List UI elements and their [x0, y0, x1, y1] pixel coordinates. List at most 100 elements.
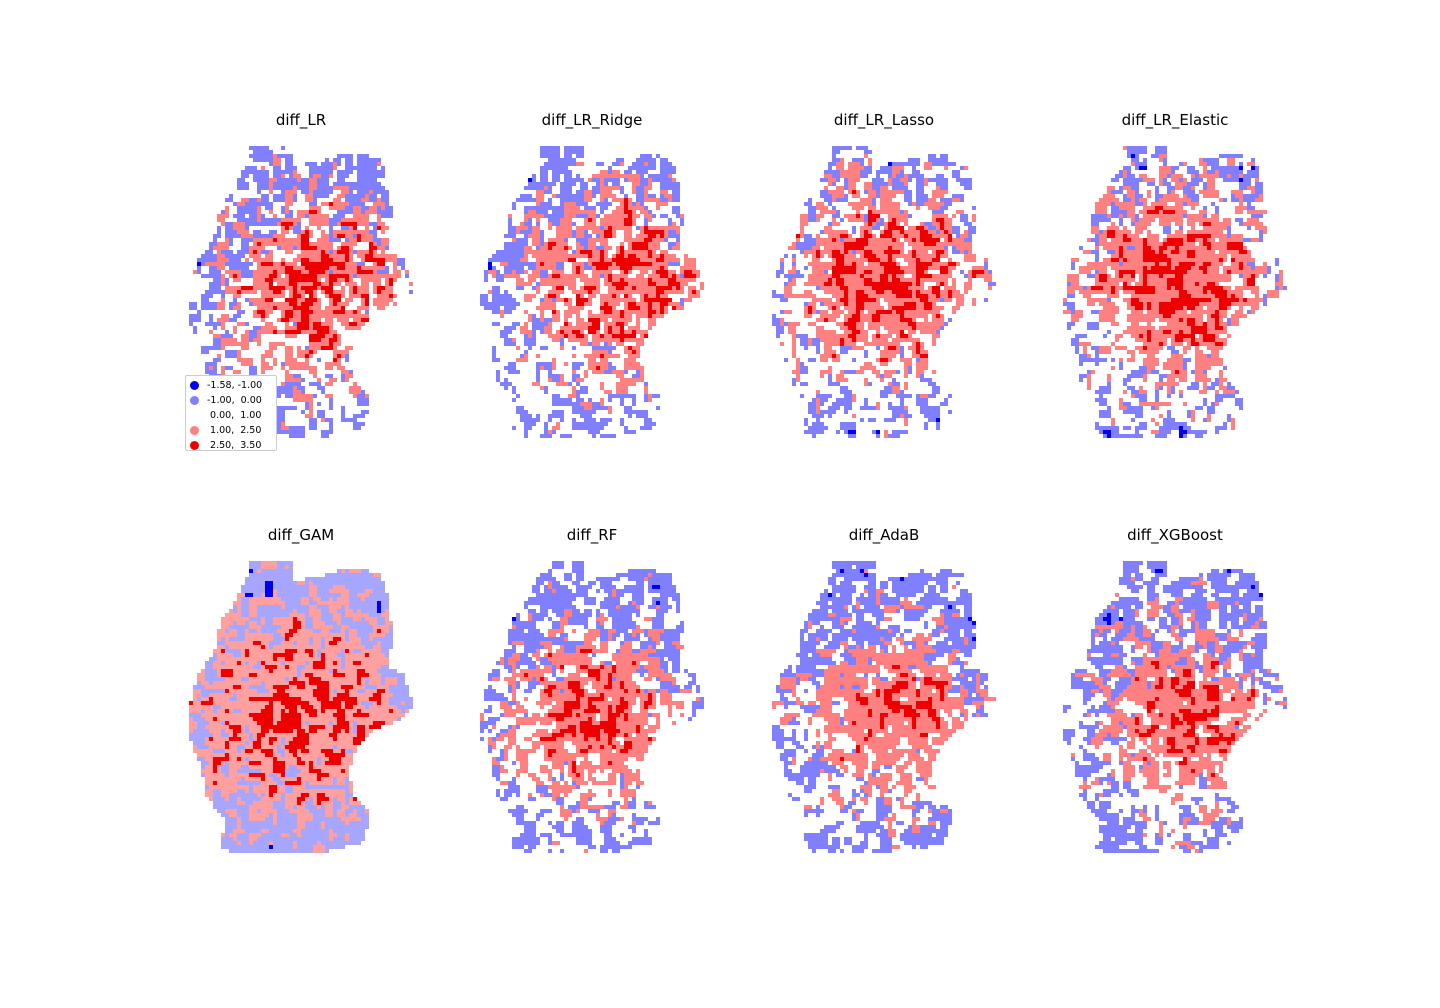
- region-cell-negative: [381, 194, 385, 198]
- region-cell-negative: [357, 190, 361, 194]
- region-cell-positive: [572, 338, 576, 342]
- region-cell-negative: [644, 166, 648, 170]
- region-cell-positive: [544, 278, 548, 282]
- region-cell-positive: [596, 350, 600, 354]
- region-cell-negative: [524, 194, 528, 198]
- region-cell-positive: [385, 258, 389, 262]
- region-cell-negative: [257, 202, 261, 206]
- region-cell-positive: [233, 286, 237, 290]
- region-cell-negative: [580, 426, 584, 430]
- region-cell-negative: [604, 342, 608, 346]
- region-cell-positive: [616, 354, 620, 358]
- region-cell-positive: [552, 274, 556, 278]
- region-cell-positive: [616, 214, 620, 218]
- region-cell-negative: [968, 186, 972, 190]
- region-cell-negative: [824, 178, 828, 182]
- region-cell-negative: [616, 158, 620, 162]
- region-cell-negative: [357, 422, 361, 426]
- region-cell-positive: [313, 282, 317, 286]
- region-cell-positive: [844, 170, 848, 174]
- region-cell-positive: [844, 230, 848, 234]
- region-cell-positive: [217, 318, 221, 322]
- region-cell-negative: [201, 274, 205, 278]
- region-cell-negative: [329, 186, 333, 190]
- region-cell-positive: [812, 258, 816, 262]
- region-cell-positive: [644, 334, 648, 338]
- region-cell-negative: [592, 402, 596, 406]
- region-cell-negative: [265, 170, 269, 174]
- region-cell-negative: [261, 186, 265, 190]
- region-cell-positive: [828, 174, 832, 178]
- region-cell-negative: [556, 374, 560, 378]
- region-cell-positive: [848, 214, 852, 218]
- region-cell-negative: [540, 182, 544, 186]
- region-cell-negative: [828, 166, 832, 170]
- region-cell-positive: [357, 318, 361, 322]
- region-cell-negative: [636, 170, 640, 174]
- region-cell-positive: [820, 250, 824, 254]
- region-cell-positive: [257, 282, 261, 286]
- region-cell-negative: [588, 410, 592, 414]
- region-cell-negative: [209, 290, 213, 294]
- region-cell-positive: [313, 262, 317, 266]
- region-cell-positive: [393, 278, 397, 282]
- region-cell-positive: [896, 222, 900, 226]
- region-cell-positive: [948, 230, 952, 234]
- region-cell-negative: [548, 146, 552, 150]
- region-cell-negative: [377, 190, 381, 194]
- region-cell-negative: [209, 254, 213, 258]
- region-cell-negative: [656, 174, 660, 178]
- region-cell-negative: [217, 234, 221, 238]
- region-cell-negative: [576, 154, 580, 158]
- region-cell-positive: [604, 294, 608, 298]
- region-cell-positive: [353, 286, 357, 290]
- region-cell-positive: [628, 350, 632, 354]
- region-cell-positive: [928, 166, 932, 170]
- region-cell-positive: [285, 226, 289, 230]
- region-cell-positive: [269, 254, 273, 258]
- region-cell-positive: [552, 306, 556, 310]
- region-cell-negative: [524, 242, 528, 246]
- region-cell-positive: [265, 294, 269, 298]
- region-cell-negative: [892, 178, 896, 182]
- region-cell-positive: [896, 274, 900, 278]
- region-cell-negative: [321, 390, 325, 394]
- region-cell-positive: [636, 318, 640, 322]
- region-cell-positive: [624, 262, 628, 266]
- region-cell-positive: [373, 258, 377, 262]
- region-cell-positive: [524, 358, 528, 362]
- region-cell-positive: [305, 266, 309, 270]
- region-cell-negative: [289, 394, 293, 398]
- region-cell-negative: [221, 294, 225, 298]
- region-cell-negative: [576, 382, 580, 386]
- region-cell-positive: [940, 270, 944, 274]
- region-cell-positive: [636, 246, 640, 250]
- region-cell-positive: [868, 218, 872, 222]
- region-cell-positive: [281, 222, 285, 226]
- region-cell-negative: [576, 362, 580, 366]
- region-cell-positive: [920, 226, 924, 230]
- region-cell-negative: [828, 170, 832, 174]
- region-cell-positive: [305, 210, 309, 214]
- region-cell-positive: [580, 378, 584, 382]
- region-cell-positive: [648, 178, 652, 182]
- region-cell-negative: [584, 230, 588, 234]
- region-cell-positive: [580, 234, 584, 238]
- region-cell-positive: [876, 282, 880, 286]
- region-cell-positive: [636, 314, 640, 318]
- region-cell-negative: [377, 242, 381, 246]
- region-cell-negative: [928, 154, 932, 158]
- region-cell-positive: [872, 250, 876, 254]
- region-cell-positive: [900, 242, 904, 246]
- region-cell-positive: [632, 218, 636, 222]
- region-cell-positive: [820, 282, 824, 286]
- region-cell-positive: [361, 266, 365, 270]
- region-cell-positive: [556, 294, 560, 298]
- region-cell-negative: [205, 250, 209, 254]
- region-cell-negative: [337, 218, 341, 222]
- region-cell-positive: [313, 222, 317, 226]
- region-cell-positive: [273, 270, 277, 274]
- region-cell-positive: [313, 178, 317, 182]
- region-cell-positive: [640, 290, 644, 294]
- region-cell-negative: [257, 234, 261, 238]
